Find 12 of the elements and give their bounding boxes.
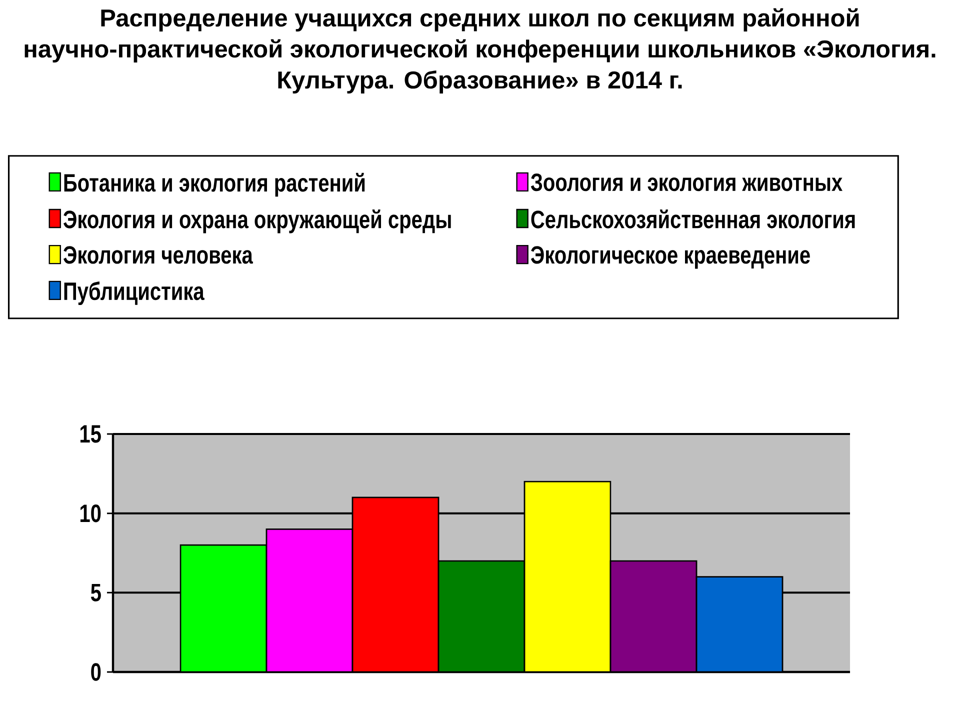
legend-label: Сельскохозяйственная экология bbox=[531, 209, 855, 228]
legend-label: Зоология и экология животных bbox=[530, 173, 842, 192]
legend-label: Экологическое краеведение bbox=[530, 246, 810, 269]
y-tick-label: 5 bbox=[90, 584, 101, 602]
y-tick-label: 0 bbox=[91, 663, 101, 681]
legend-label: Публицистика bbox=[64, 282, 204, 306]
legend-label: Экология и охрана окружающей среды bbox=[64, 209, 451, 234]
y-tick-label: 15 bbox=[80, 425, 101, 443]
y-tick-label: 10 bbox=[80, 504, 101, 522]
legend-label: Ботаника и экология растений bbox=[64, 172, 365, 197]
legend-label: Экология человека bbox=[64, 246, 253, 264]
chart-title: Распределение учащихся средних школ по секциям районной научно-практической экологической конференции школьников «Экология. Культура. Образование» в 2014 г. bbox=[24, 8, 936, 94]
